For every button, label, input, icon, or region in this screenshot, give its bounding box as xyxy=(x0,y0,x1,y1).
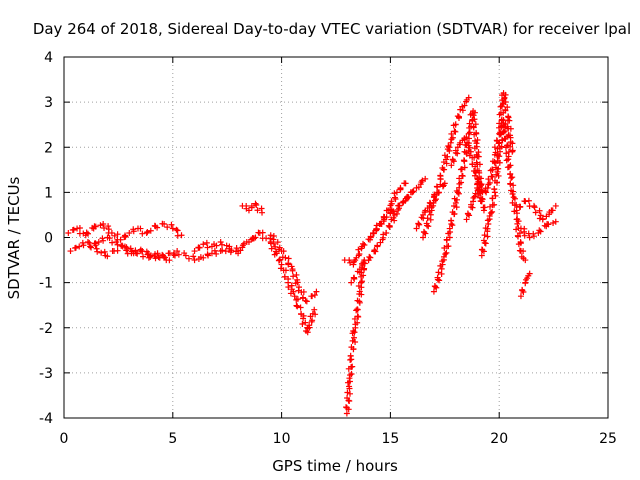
y-tick-label: 3 xyxy=(44,95,53,111)
axis-ticks: 0 5 10 15 20 25 -4 -3 -2 -1 0 1 2 3 4 xyxy=(39,50,617,447)
y-tick-label: 4 xyxy=(44,50,53,66)
plus-marker-trail xyxy=(513,197,559,223)
x-tick-label: 10 xyxy=(273,431,291,447)
x-tick-label: 15 xyxy=(381,431,399,447)
plus-marker-trail xyxy=(239,200,266,216)
x-axis-label: GPS time / hours xyxy=(272,457,398,475)
series-track-r xyxy=(513,197,559,223)
plus-marker-trail xyxy=(430,108,486,295)
series-track-k xyxy=(369,175,429,236)
series-track-h xyxy=(343,257,368,417)
plus-marker-trail xyxy=(245,229,319,336)
x-tick-label: 0 xyxy=(60,431,69,447)
y-tick-label: 2 xyxy=(44,140,53,156)
plus-marker-trail xyxy=(191,234,259,255)
series-track-d xyxy=(191,234,259,255)
series-track-s xyxy=(517,218,559,241)
chart-title: Day 264 of 2018, Sidereal Day-to-day VTE… xyxy=(33,20,631,38)
series-track-q xyxy=(478,117,529,264)
x-tick-label: 25 xyxy=(599,431,617,447)
grid-lines xyxy=(64,57,608,418)
plus-marker-trail xyxy=(267,232,320,305)
x-tick-label: 20 xyxy=(490,431,508,447)
y-tick-label: -4 xyxy=(39,411,53,427)
plus-marker-trail xyxy=(420,94,472,241)
y-tick-label: -2 xyxy=(39,321,53,337)
y-tick-label: -3 xyxy=(39,366,53,382)
series-track-g xyxy=(267,232,320,305)
series-track-a xyxy=(65,220,185,243)
series-track-t xyxy=(517,270,533,300)
y-axis-label: SDTVAR / TECUs xyxy=(5,176,23,299)
plus-marker-trail xyxy=(343,257,368,417)
plus-marker-trail xyxy=(87,234,242,264)
plus-marker-trail xyxy=(478,117,529,264)
series-track-f xyxy=(245,229,319,336)
plus-marker-trail xyxy=(463,90,516,223)
plus-marker-trail xyxy=(369,175,429,236)
series-track-n xyxy=(430,108,486,295)
y-tick-label: 1 xyxy=(44,185,53,201)
plus-marker-trail xyxy=(517,270,533,300)
x-tick-label: 5 xyxy=(168,431,177,447)
series-track-p xyxy=(463,90,516,223)
y-tick-label: 0 xyxy=(44,231,53,247)
series-track-m xyxy=(420,94,472,241)
plus-marker-trail xyxy=(517,218,559,241)
series-track-c xyxy=(87,234,242,264)
y-tick-label: -1 xyxy=(39,276,53,292)
plus-marker-trail xyxy=(65,220,185,243)
series-track-e xyxy=(239,200,266,216)
data-points xyxy=(65,90,559,417)
